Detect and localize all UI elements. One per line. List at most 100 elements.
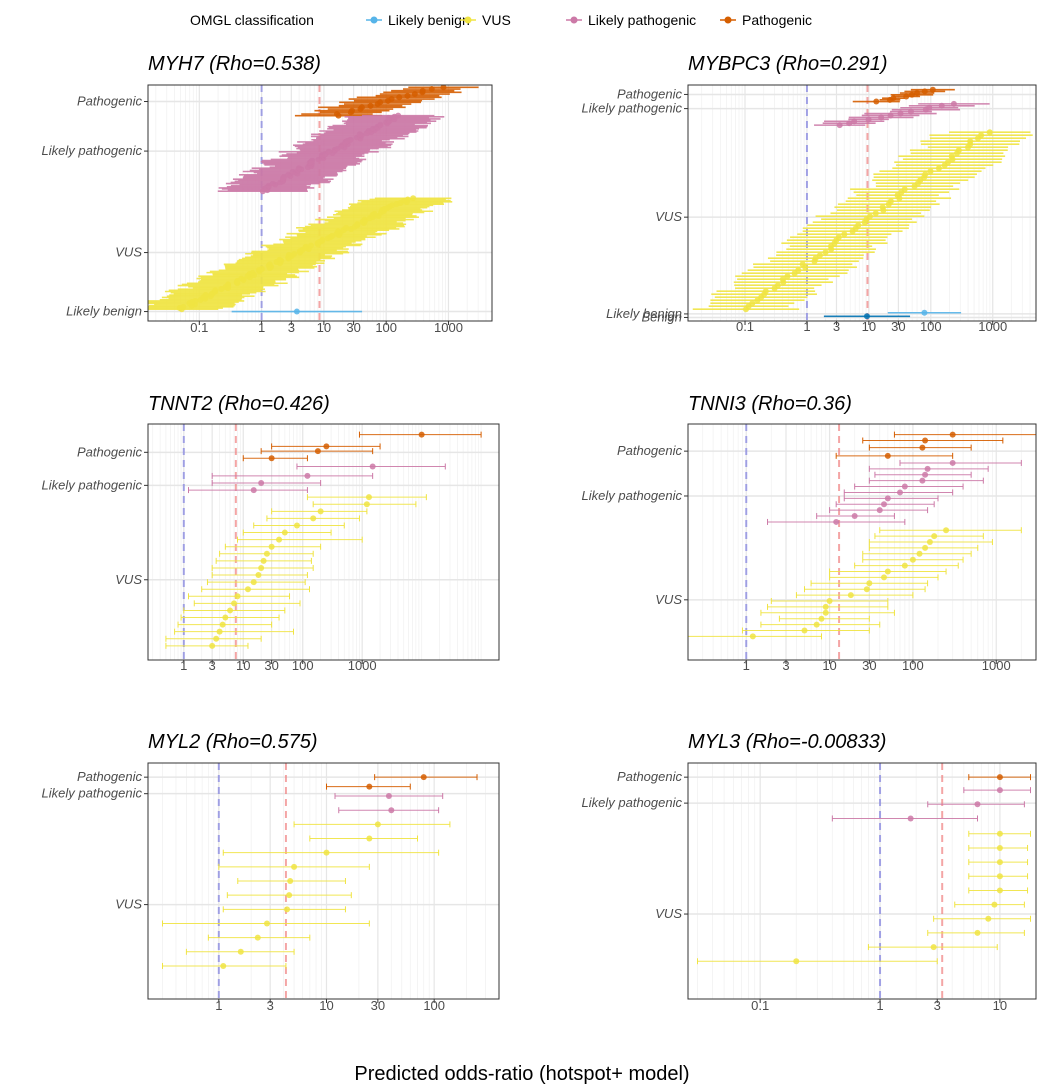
y-category-label: Likely pathogenic: [582, 488, 683, 503]
x-tick-label: 100: [375, 320, 397, 335]
data-point: [924, 465, 931, 472]
y-category-label: Likely pathogenic: [42, 786, 143, 801]
data-point: [784, 273, 791, 280]
legend-label: Likely pathogenic: [588, 12, 696, 28]
legend-label: Likely benign: [388, 12, 470, 28]
data-point: [950, 100, 957, 107]
data-point: [365, 494, 372, 501]
x-tick-label: 100: [920, 319, 942, 334]
data-point: [872, 210, 879, 217]
x-tick-label: 3: [782, 658, 789, 673]
y-category-label: Likely benign: [66, 304, 142, 319]
plot-area: [148, 424, 499, 660]
data-point: [876, 507, 883, 514]
data-point: [220, 962, 227, 969]
data-point: [855, 222, 862, 229]
panel-border: [147, 84, 493, 322]
data-point: [907, 815, 914, 822]
data-point: [369, 463, 376, 470]
data-point: [879, 204, 886, 211]
data-point: [250, 487, 257, 494]
data-point: [323, 443, 330, 450]
y-category-label: Pathogenic: [617, 769, 683, 784]
data-point: [293, 308, 300, 315]
y-category-label: Pathogenic: [617, 86, 683, 101]
data-point: [863, 313, 870, 320]
data-point: [268, 455, 275, 462]
panel: MYL2 (Rho=0.575) 1 3 10 30 100 Pathogenic Likel…: [42, 731, 500, 1013]
x-tick-label: 3: [209, 658, 216, 673]
data-point: [909, 556, 916, 563]
data-point: [258, 480, 265, 486]
x-axis-title: Predicted odds-ratio (hotspot+ model): [354, 1063, 689, 1085]
data-layer: [688, 431, 1036, 640]
panel-title: TNNT2 (Rho=0.426): [148, 393, 330, 415]
x-tick-label: 10: [236, 658, 250, 673]
data-point: [922, 171, 929, 178]
data-point: [410, 195, 417, 202]
data-point: [813, 621, 820, 628]
x-tick-label: 3: [833, 319, 840, 334]
data-point: [440, 85, 447, 91]
data-point: [812, 255, 819, 262]
panel-title: TNNI3 (Rho=0.36): [688, 393, 852, 415]
data-point: [254, 934, 261, 941]
data-point: [258, 564, 265, 571]
data-point: [227, 607, 234, 614]
data-point: [779, 276, 786, 283]
data-point: [919, 477, 926, 484]
data-point: [996, 887, 1003, 894]
data-point: [826, 598, 833, 604]
data-point: [284, 906, 291, 913]
data-point: [263, 920, 270, 927]
data-point: [916, 550, 923, 557]
data-point: [420, 774, 427, 781]
data-point: [841, 231, 848, 238]
data-point: [833, 518, 840, 525]
y-category-label: VUS: [655, 906, 682, 921]
legend-item: Pathogenic: [720, 12, 812, 28]
data-point: [847, 592, 854, 599]
data-point: [388, 807, 395, 814]
data-point: [884, 495, 891, 502]
data-point: [884, 568, 891, 575]
data-point: [985, 915, 992, 922]
data-point: [263, 550, 270, 557]
data-point: [801, 627, 808, 634]
panel-border: [687, 423, 1037, 661]
y-category-label: Pathogenic: [617, 443, 683, 458]
data-point: [835, 234, 842, 241]
data-point: [931, 533, 938, 540]
data-point: [887, 198, 894, 205]
data-point: [268, 543, 275, 550]
legend-label: Pathogenic: [742, 12, 812, 28]
data-point: [948, 153, 955, 160]
data-point: [974, 929, 981, 936]
data-point: [250, 579, 257, 586]
panel-border: [147, 762, 500, 1000]
legend-title: OMGL classification: [190, 12, 314, 28]
legend-item: Likely benign: [366, 12, 470, 28]
legend-label: VUS: [482, 12, 511, 28]
x-tick-label: 1: [876, 998, 883, 1013]
y-category-label: VUS: [115, 572, 142, 587]
data-point: [314, 448, 321, 455]
panel-border: [687, 84, 1037, 322]
data-point: [922, 544, 929, 551]
data-point: [901, 483, 908, 490]
data-point: [363, 501, 370, 508]
data-point: [793, 958, 800, 965]
y-category-label: Likely benign: [606, 306, 682, 321]
data-point: [955, 147, 962, 154]
data-point: [222, 614, 229, 621]
panel: MYL3 (Rho=-0.00833) 0.1 1 3 10 Pathogenic Like…: [582, 731, 1037, 1013]
y-category-label: Likely pathogenic: [582, 795, 683, 810]
data-point: [244, 586, 251, 593]
legend: OMGL classification Likely benign VUS Like…: [190, 12, 812, 28]
plot-area: [688, 763, 1036, 999]
data-point: [366, 783, 373, 790]
data-point: [863, 586, 870, 593]
data-point: [978, 132, 985, 139]
data-point: [901, 562, 908, 569]
legend-key-dot: [464, 16, 472, 24]
